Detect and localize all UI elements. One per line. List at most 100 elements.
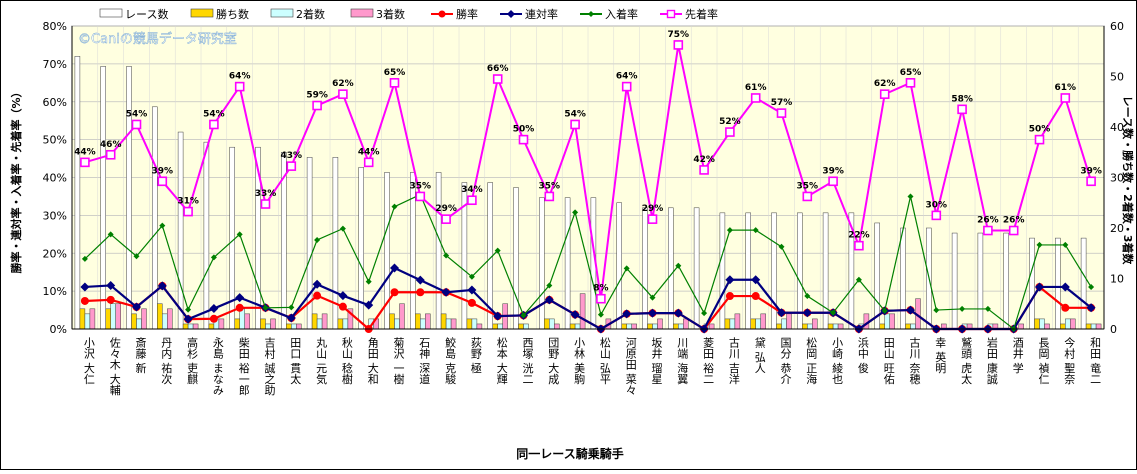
marker-place-rate	[648, 308, 657, 318]
bar	[497, 323, 503, 330]
marker-place-rate	[183, 314, 193, 324]
x-tick-label: 幸 英明	[934, 337, 947, 374]
marker-place-rate	[286, 313, 296, 323]
x-tick-label: 鮫島 克駿	[444, 336, 457, 385]
bar	[616, 202, 622, 330]
marker-win-rate	[467, 298, 476, 307]
marker-in-rate	[468, 273, 475, 280]
marker-in-rate	[1036, 241, 1043, 248]
bar	[905, 323, 911, 330]
x-tick-label: 佐々木 大輔	[108, 336, 121, 396]
marker-ahead-rate	[389, 78, 400, 88]
marker-place-rate	[493, 311, 503, 321]
bar	[182, 323, 189, 330]
bar	[900, 227, 906, 330]
bar	[192, 323, 199, 330]
marker-in-rate	[623, 265, 630, 272]
marker-win-rate	[1061, 303, 1070, 312]
bar	[100, 66, 106, 330]
data-label: 26%	[1003, 216, 1025, 226]
bar	[466, 318, 473, 330]
data-label: 62%	[874, 79, 896, 89]
bar	[265, 323, 271, 330]
line-labels-group: 44% 46% 54% 39% 31% 54% 64% 33% 43% 59% 62% 44% 65% 3…	[74, 30, 1102, 294]
x-tick-label: 古川 奈穂	[908, 337, 921, 385]
legend-label: レース数	[125, 8, 168, 21]
marker-ahead-rate	[1060, 93, 1071, 103]
data-label: 44%	[74, 147, 96, 157]
bar	[291, 323, 297, 330]
bar	[1044, 323, 1050, 330]
bar	[518, 323, 524, 330]
data-label: 50%	[1029, 125, 1051, 135]
y-left-tick-label: 10%	[43, 285, 67, 298]
marker-in-rate	[597, 311, 604, 318]
bar	[683, 318, 689, 330]
bar	[544, 318, 550, 330]
marker-in-rate	[520, 312, 527, 319]
marker-ahead-rate	[105, 149, 116, 160]
marker-ahead-rate	[157, 176, 168, 187]
bar	[734, 313, 741, 330]
marker-ahead-rate	[363, 157, 374, 168]
data-label: 43%	[281, 151, 303, 161]
bar	[270, 318, 276, 330]
legend-label: 勝率	[456, 7, 478, 21]
marker-win-rate	[390, 288, 399, 297]
y-right-tick-label: 60	[1110, 20, 1124, 33]
marker-ahead-rate	[750, 93, 761, 103]
legend-swatch	[190, 8, 214, 18]
marker-in-rate	[494, 247, 501, 254]
bar	[239, 308, 245, 330]
bar	[781, 318, 787, 330]
bar	[337, 318, 344, 330]
bar	[1085, 323, 1092, 330]
data-label: 66%	[487, 64, 509, 74]
bar	[342, 318, 349, 330]
marker-in-rate	[907, 193, 914, 200]
bar	[415, 313, 421, 330]
marker-ahead-rate	[621, 81, 632, 92]
marker-ahead-rate	[544, 191, 555, 202]
data-label: 54%	[126, 109, 148, 119]
legend-label: 3着数	[376, 7, 405, 21]
bar	[1070, 318, 1076, 330]
bar	[626, 323, 632, 330]
bar	[1060, 323, 1066, 330]
x-tick-label: 石神 深道	[418, 337, 431, 385]
marker-in-rate	[675, 262, 682, 269]
marker-ahead-rate	[905, 78, 916, 88]
bar	[187, 323, 194, 330]
bar	[729, 318, 736, 330]
y-left-tick-label: 20%	[43, 247, 67, 260]
data-label: 8%	[593, 284, 608, 294]
x-tick-label: 国分 恭介	[779, 337, 792, 385]
marker-in-rate	[1088, 283, 1095, 290]
marker-place-rate	[106, 280, 116, 290]
bar	[208, 323, 215, 330]
legend-marker	[666, 9, 676, 19]
marker-ahead-rate	[776, 108, 787, 118]
data-label: 52%	[719, 117, 741, 127]
legend-swatch	[270, 8, 294, 18]
legend-label: 連対率	[525, 7, 558, 21]
bar	[827, 323, 834, 330]
data-label: 39%	[1080, 166, 1102, 176]
marker-in-rate	[365, 278, 372, 285]
bar	[1055, 237, 1061, 330]
x-tick-label: 田口 貫太	[289, 337, 302, 385]
marker-win-rate	[416, 288, 425, 297]
y-left-tick-label: 60%	[43, 96, 67, 109]
bar	[244, 313, 250, 330]
marker-place-rate	[390, 263, 399, 273]
bar	[399, 303, 405, 330]
x-tick-label: 秋山 稔樹	[340, 336, 353, 385]
marker-in-rate	[314, 236, 321, 243]
bar	[167, 308, 173, 330]
bar	[79, 308, 86, 330]
bar	[760, 313, 766, 330]
bar	[951, 232, 958, 330]
legend-swatch	[99, 8, 123, 18]
marker-ahead-rate	[338, 89, 348, 99]
y-right-tick-label: 20	[1110, 222, 1124, 235]
